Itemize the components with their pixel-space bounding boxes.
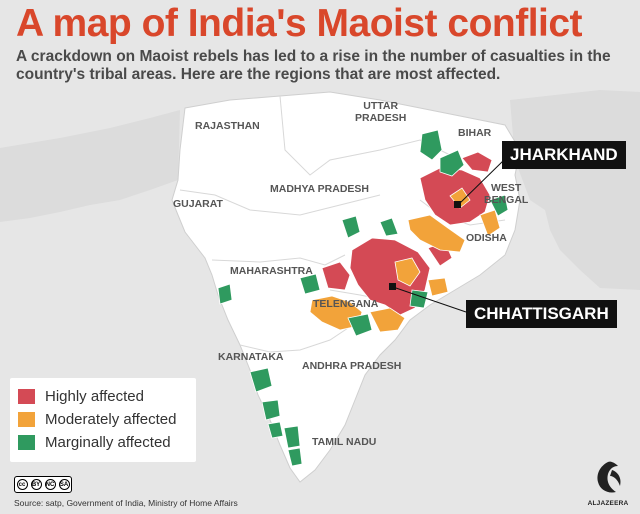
state-label-gujarat: GUJARAT [173,198,223,210]
legend-item-moderately: Moderately affected [18,410,176,428]
marginally-affected-region [489,194,509,217]
source-note: Source: satp, Government of India, Minis… [14,498,238,508]
neighbor-land-west [0,110,180,222]
cc-icon: cc [16,479,28,490]
page-title: A map of India's Maoist conflict [16,2,583,45]
sa-icon: SA [58,479,70,490]
legend-label: Highly affected [45,387,144,405]
state-label-andhra-pradesh: ANDHRA PRADESH [302,360,402,372]
marginally-affected-region [439,149,465,177]
moderately-affected-region [394,257,421,287]
legend-item-marginally: Marginally affected [18,433,171,451]
legend-swatch-moderately [18,411,35,427]
moderately-affected-region [407,214,466,253]
creative-commons-badge: cc BY NC SA [14,476,72,493]
legend-label: Moderately affected [45,410,177,428]
marginally-affected-region [261,399,281,421]
legend-item-highly: Highly affected [18,387,144,405]
legend-label: Marginally affected [45,433,171,451]
marginally-affected-region [341,215,361,239]
marginally-affected-region [287,447,303,467]
aljazeera-wordmark: ALJAZEERA [587,500,629,507]
state-label-tamil-nadu: TAMIL NADU [312,436,377,448]
aljazeera-logo-icon [597,461,621,493]
by-icon: BY [30,479,42,490]
legend-swatch-highly [18,388,35,404]
nc-icon: NC [44,479,56,490]
affected-regions [217,129,509,467]
state-label-bihar: BIHAR [458,127,492,139]
state-label-telengana: TELENGANA [313,298,379,310]
legend-swatch-marginally [18,434,35,450]
map-legend: Highly affected Moderately affected Marg… [10,378,196,462]
state-label-karnataka: KARNATAKA [218,351,284,363]
state-label-maharashtra: MAHARASHTRA [230,265,313,277]
marginally-affected-region [267,421,284,439]
jharkhand-marker [454,159,505,208]
state-label-west-bengal: WEST BENGAL [484,182,529,206]
moderately-affected-region [479,209,501,237]
moderately-affected-region [427,277,449,297]
state-label-uttar-pradesh: UTTAR PRADESH [355,100,407,124]
marginally-affected-region [419,129,443,161]
state-label-rajasthan: RAJASTHAN [195,120,260,132]
highly-affected-region [321,261,351,291]
marginally-affected-region [249,367,273,393]
neighbor-land-northeast [510,90,640,290]
highly-affected-region [461,151,493,173]
callout-jharkhand: JHARKHAND [502,141,626,169]
moderately-affected-region [369,307,406,333]
marginally-affected-region [379,217,399,237]
state-label-madhya-pradesh: MADHYA PRADESH [270,183,369,195]
callout-chhattisgarh: CHHATTISGARH [466,300,617,328]
marginally-affected-region [299,273,321,295]
page-subtitle: A crackdown on Maoist rebels has led to … [16,48,611,83]
chhattisgarh-marker [389,283,467,313]
highly-affected-region [349,237,431,316]
marginally-affected-region [347,313,373,337]
state-label-odisha: ODISHA [466,232,507,244]
marginally-affected-region [283,425,301,449]
marginally-affected-region [217,283,233,305]
